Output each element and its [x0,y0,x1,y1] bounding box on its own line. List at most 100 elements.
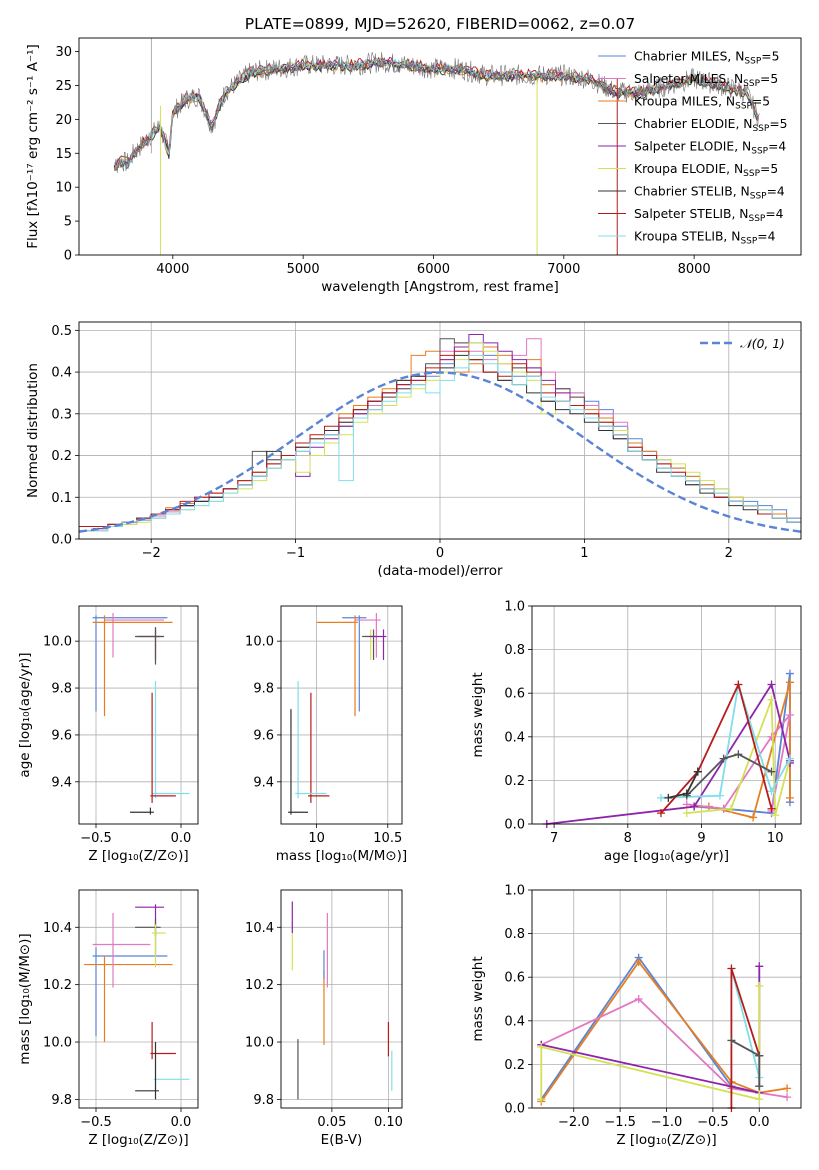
x-tick-label: 8000 [678,262,711,277]
weight-marker [664,793,673,802]
x-tick-label: 6000 [417,262,450,277]
y-tick-label: 0.5 [51,324,72,339]
axes-frame [78,889,199,1109]
y-tick-label: 10.4 [245,921,274,936]
spectrum-lines [113,38,760,255]
model-spectrum-line [113,55,759,169]
weight-marker [727,1036,736,1045]
data-point [92,947,168,1037]
y-tick-label: 0 [64,249,72,264]
observed-spectrum-line [113,51,760,173]
weight-marker [749,813,758,822]
weight-marker [783,1093,792,1102]
x-tick-label: 0.0 [171,831,192,846]
weight-series-line [660,681,773,814]
weight-marker [767,732,776,741]
x-tick-label: 0 [436,546,444,561]
weight-marker [715,791,724,800]
weight-marker [767,804,776,813]
data-point [150,692,176,803]
weight-series-line [540,985,761,1101]
y-tick-label: 0.0 [504,818,525,833]
weight-marker [767,680,776,689]
y-tick-label: 0.0 [51,533,72,548]
y-tick-label: 0.0 [504,1102,525,1117]
y-tick-label: 9.8 [51,1093,72,1108]
y-tick-label: 0.1 [51,491,72,506]
y-tick-label: 9.8 [253,1093,274,1108]
data-point [138,629,161,660]
weight-marker [682,809,691,818]
x-tick-label: 8 [624,831,632,846]
x-tick-label: 10 [767,831,784,846]
weight-marker [767,787,776,796]
data-point [308,692,330,803]
data-point [135,1042,159,1100]
x-tick-label: 0.0 [171,1115,192,1130]
legend-label: Salpeter STELIB, NSSP=4 [634,207,784,224]
x-axis-label: E(B-V) [321,1132,363,1148]
weight-series-line [540,960,788,1103]
x-tick-label: 4000 [156,262,189,277]
y-tick-label: 0.3 [51,407,72,422]
y-tick-label: 0.6 [504,971,525,986]
weight-marker [634,995,643,1003]
weight-series-line [686,753,772,797]
weight-marker [785,678,794,687]
data-point [104,613,164,658]
weight-marker [656,793,665,802]
legend-label: Salpeter ELODIE, NSSP=4 [634,140,786,157]
y-tick-label: 5 [64,215,72,230]
weight-series-line [546,682,791,825]
weight-marker [785,711,794,719]
data-point [150,1021,176,1060]
y-tick-label: 0.8 [504,643,525,658]
y-tick-label: 10 [55,181,72,196]
histogram-group [79,334,801,539]
y-axis-label: mass [log₁₀(M/M⊙)] [17,933,33,1064]
y-tick-label: 9.4 [51,775,72,790]
x-tick-label: 9 [697,831,705,846]
x-tick-label: −1.5 [604,1115,636,1130]
y-tick-label: 10.0 [43,1036,72,1051]
data-point [316,615,358,717]
y-axis-label: Normed distribution [25,363,41,498]
legend-label: 𝒩(0, 1) [740,337,785,351]
weight-marker [755,981,764,990]
y-tick-label: 0.4 [51,366,72,381]
weight-marker [755,962,764,971]
data-point [295,681,327,799]
data-point [92,912,151,988]
weight-marker [785,754,794,763]
legend-label: Chabrier STELIB, NSSP=4 [634,185,785,202]
y-tick-label: 0.2 [504,774,525,789]
y-axis-label: mass weight [470,956,486,1041]
axes-frame [78,37,802,256]
x-tick-label: −2.0 [558,1115,590,1130]
y-tick-label: 0.2 [504,1058,525,1073]
x-axis-label: Z [log₁₀(Z/Z⊙)] [88,1132,188,1148]
x-tick-label: 10 [308,831,325,846]
legend-label: Kroupa STELIB, NSSP=4 [634,230,776,247]
y-tick-label: 1.0 [504,884,525,899]
x-tick-label: 0.05 [317,1115,346,1130]
y-tick-label: 10.4 [43,921,72,936]
weight-marker [634,957,643,966]
y-tick-label: 10.2 [245,978,274,993]
x-axis-label: Z [log₁₀(Z/Z⊙)] [88,848,188,864]
x-tick-label: −1 [286,546,305,561]
data-point [342,615,367,712]
weight-series-line [730,968,761,1087]
data-point [153,1056,190,1091]
y-tick-label: 0.4 [504,730,525,745]
x-tick-label: 0.0 [749,1115,770,1130]
weight-marker [734,680,743,689]
y-tick-label: 25 [55,79,72,94]
axes-frame [78,321,802,540]
y-tick-label: 0.8 [504,927,525,942]
legend-label: Kroupa ELODIE, NSSP=5 [634,162,778,179]
x-tick-label: 7000 [547,262,580,277]
data-point [92,615,173,717]
y-axis-label: mass weight [470,672,486,757]
y-tick-label: 1.0 [504,600,525,615]
